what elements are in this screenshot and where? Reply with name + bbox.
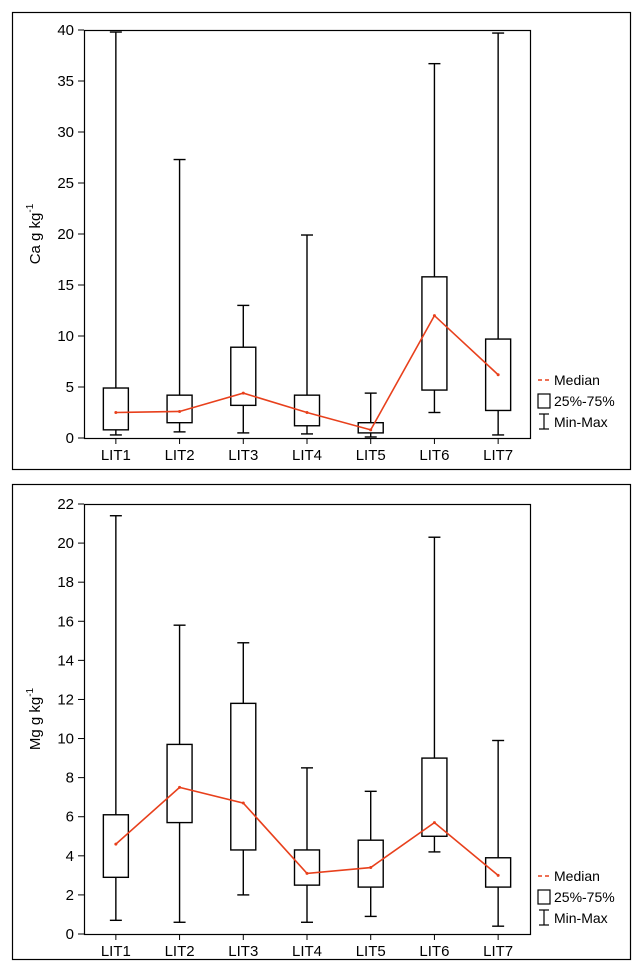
ca-ytick-label-0: 0 xyxy=(66,430,74,447)
ca-median-point-lit1 xyxy=(114,411,118,414)
mg-box-lit6 xyxy=(421,536,448,853)
mg-ytick-label-0: 0 xyxy=(66,926,74,943)
ca-ytick-label-10: 10 xyxy=(57,328,74,345)
mg-iqr-box-lit2 xyxy=(166,743,193,824)
mg-ytick-label-6: 6 xyxy=(66,809,74,826)
ca-ytick-label-15: 15 xyxy=(57,277,74,294)
mg-y-axis-title-sup: -1 xyxy=(25,687,36,696)
mg-box-plot: 0 2 4 6 8 10 12 14 16 18 20 22 Mg g kg-1 LIT1 LIT2 LIT3… xyxy=(11,483,632,961)
ca-iqr-box-lit6 xyxy=(421,276,448,391)
mg-x-label-lit5: LIT5 xyxy=(356,943,386,960)
ca-x-label-lit1: LIT1 xyxy=(101,447,131,464)
ca-legend: Median 25%-75% Min-Max xyxy=(537,372,615,430)
ca-x-label-lit4: LIT4 xyxy=(292,447,322,464)
mg-ytick-label-8: 8 xyxy=(66,770,74,787)
ca-median-point-lit6 xyxy=(432,314,436,318)
mg-median-point-lit5 xyxy=(369,866,373,870)
ca-median-point-lit5 xyxy=(369,428,373,432)
ca-iqr-box-lit3 xyxy=(230,346,257,407)
ca-x-label-lit5: LIT5 xyxy=(356,447,386,464)
mg-box-lit5 xyxy=(357,790,384,918)
ca-legend-iqr-label: 25%-75% xyxy=(554,393,615,409)
ca-x-label-lit7: LIT7 xyxy=(483,447,513,464)
mg-ytick-label-2: 2 xyxy=(66,887,74,904)
mg-iqr-box-lit7 xyxy=(484,857,512,888)
mg-box-lit3 xyxy=(230,642,257,896)
mg-x-label-lit2: LIT2 xyxy=(165,943,195,960)
ca-x-label-lit2: LIT2 xyxy=(165,447,195,464)
mg-legend-minmax-label: Min-Max xyxy=(554,910,608,926)
mg-chart-panel: 0 2 4 6 8 10 12 14 16 18 20 22 Mg g kg-1 LIT1 LIT2 LIT3… xyxy=(0,482,641,964)
mg-median-point-lit7 xyxy=(496,873,500,877)
mg-box-lit1 xyxy=(102,515,130,922)
mg-median-point-lit4 xyxy=(305,871,309,875)
mg-legend-median-label: Median xyxy=(554,868,600,884)
mg-median-point-lit6 xyxy=(432,821,436,825)
mg-x-label-lit7: LIT7 xyxy=(483,943,513,960)
mg-ytick-label-22: 22 xyxy=(57,496,74,513)
mg-iqr-box-lit5 xyxy=(357,839,384,888)
mg-iqr-box-lit1 xyxy=(102,814,130,879)
mg-ytick-label-4: 4 xyxy=(66,848,74,865)
ca-y-axis-title-main: Ca g kg xyxy=(27,213,44,265)
ca-outer-frame xyxy=(11,11,632,471)
mg-ytick-label-12: 12 xyxy=(57,691,74,708)
ca-chart-panel: 0 5 10 15 20 25 30 35 40 Ca g kg-1 LIT1 LIT2 LIT3 LIT… xyxy=(0,0,641,480)
mg-median-point-lit2 xyxy=(178,785,182,789)
mg-ytick-label-10: 10 xyxy=(57,731,74,748)
mg-ytick-label-20: 20 xyxy=(57,535,74,552)
mg-legend-iqr-label: 25%-75% xyxy=(554,889,615,905)
mg-median-point-lit1 xyxy=(114,842,118,846)
ca-y-axis-title-sup: -1 xyxy=(25,203,36,212)
ca-x-label-lit6: LIT6 xyxy=(419,447,449,464)
ca-ytick-label-25: 25 xyxy=(57,175,74,192)
ca-ytick-label-30: 30 xyxy=(57,124,74,141)
ca-box-lit2 xyxy=(166,158,193,433)
mg-ytick-label-18: 18 xyxy=(57,574,74,591)
mg-iqr-box-lit4 xyxy=(293,849,321,886)
mg-iqr-box-lit6 xyxy=(421,757,448,837)
ca-y-axis-title: Ca g kg-1 xyxy=(25,203,44,264)
mg-x-label-lit4: LIT4 xyxy=(292,943,322,960)
ca-median-point-lit3 xyxy=(241,391,245,395)
ca-median-point-lit4 xyxy=(305,411,309,414)
ca-box-lit6 xyxy=(421,62,448,414)
ca-box-plot: 0 5 10 15 20 25 30 35 40 Ca g kg-1 LIT1 LIT2 LIT3 LIT… xyxy=(11,11,632,471)
ca-box-lit3 xyxy=(230,304,257,434)
ca-box-lit5 xyxy=(357,392,384,438)
mg-y-axis-title-main: Mg g kg xyxy=(27,697,44,750)
mg-y-axis-title: Mg g kg-1 xyxy=(25,687,44,750)
ca-ytick-label-40: 40 xyxy=(57,22,74,39)
mg-legend: Median 25%-75% Min-Max xyxy=(537,868,615,926)
mg-ytick-label-16: 16 xyxy=(57,613,74,630)
mg-iqr-box-lit3 xyxy=(230,702,257,851)
mg-x-label-lit6: LIT6 xyxy=(419,943,449,960)
ca-ytick-label-35: 35 xyxy=(57,73,74,90)
mg-x-label-lit3: LIT3 xyxy=(228,943,258,960)
mg-outer-frame xyxy=(11,483,632,961)
ca-legend-iqr-swatch xyxy=(537,393,551,409)
ca-ytick-label-20: 20 xyxy=(57,226,74,243)
mg-ytick-label-14: 14 xyxy=(57,652,74,669)
mg-box-lit4 xyxy=(293,767,321,923)
ca-iqr-box-lit1 xyxy=(102,387,130,431)
ca-median-point-lit2 xyxy=(178,409,182,413)
mg-box-lit2 xyxy=(166,624,193,923)
ca-box-lit1 xyxy=(102,31,130,436)
ca-iqr-box-lit5 xyxy=(357,422,384,434)
ca-legend-median-label: Median xyxy=(554,372,600,388)
mg-legend-iqr-swatch xyxy=(537,889,551,905)
ca-legend-minmax-label: Min-Max xyxy=(554,414,608,430)
mg-median-point-lit3 xyxy=(241,801,245,805)
ca-box-lit4 xyxy=(293,234,321,435)
ca-ytick-label-5: 5 xyxy=(66,379,74,396)
ca-x-label-lit3: LIT3 xyxy=(228,447,258,464)
mg-box-lit7 xyxy=(484,739,512,927)
mg-x-label-lit1: LIT1 xyxy=(101,943,131,960)
ca-median-point-lit7 xyxy=(496,373,500,377)
